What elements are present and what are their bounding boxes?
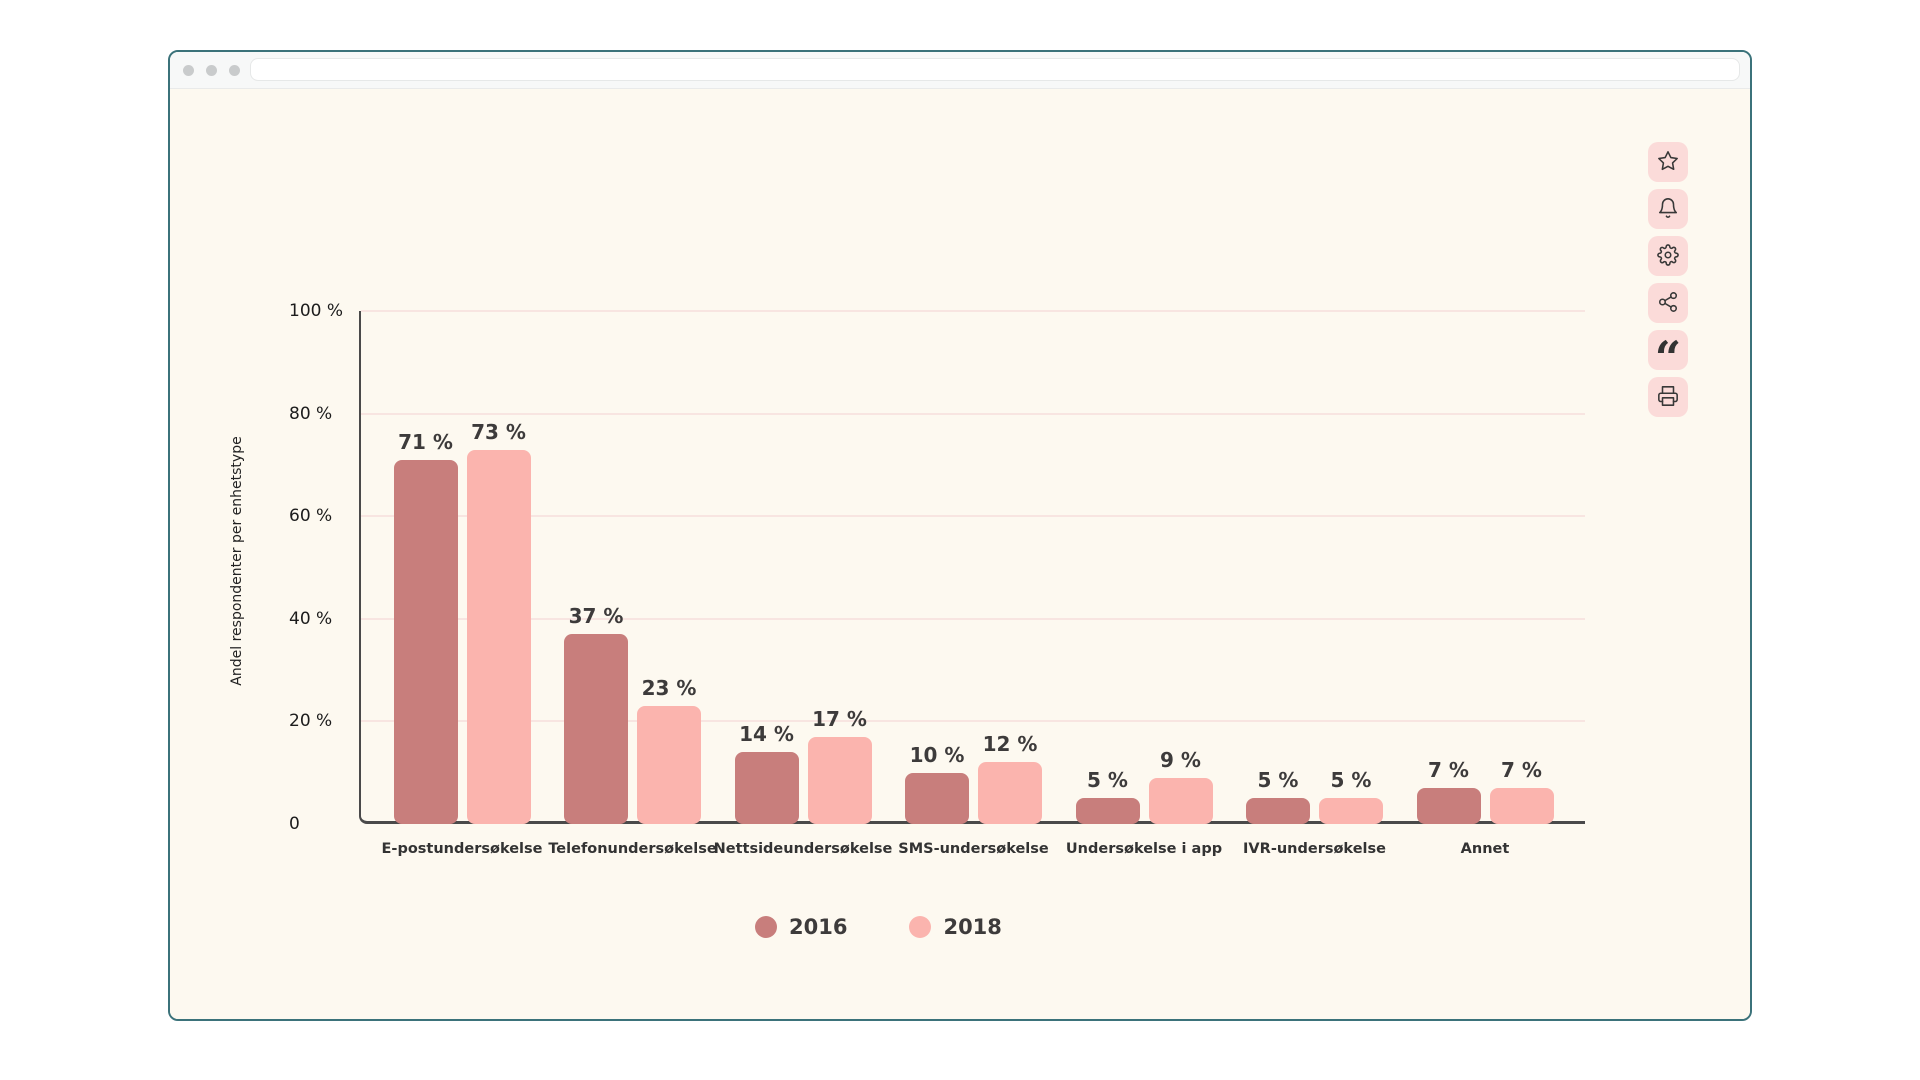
x-axis-category-label: Undersøkelse i app <box>1065 841 1223 857</box>
legend-item-2016[interactable]: 2016 <box>755 915 847 939</box>
share-icon <box>1657 291 1679 316</box>
bar-2016 <box>564 634 628 824</box>
bar-2018 <box>1148 777 1213 824</box>
y-axis-tick-label: 60 % <box>289 506 333 527</box>
window-control-dot[interactable] <box>183 65 194 76</box>
legend-label: 2018 <box>943 915 1002 939</box>
bar-2018 <box>978 762 1042 824</box>
chart-axis <box>359 311 1585 824</box>
bar-value-label: 9 % <box>1160 747 1201 772</box>
y-gridline <box>361 720 1585 723</box>
y-gridline <box>361 310 1585 312</box>
quote-button[interactable]: “ <box>1648 330 1688 381</box>
bar-2018 <box>1319 798 1383 824</box>
window-control-dot[interactable] <box>206 65 217 76</box>
bar-value-label: 12 % <box>982 732 1038 757</box>
legend-swatch-icon <box>909 916 932 938</box>
favorite-button[interactable] <box>1648 142 1688 182</box>
bar-value-label: 71 % <box>398 429 453 454</box>
bar-2016 <box>393 459 458 824</box>
bar-2016 <box>905 772 969 824</box>
y-gridline <box>361 412 1585 415</box>
chart-legend: 2016 2018 <box>755 915 1002 939</box>
share-button[interactable] <box>1648 283 1688 323</box>
bar-value-label: 14 % <box>739 722 794 747</box>
x-axis-category-label: E-postundersøkelse <box>381 841 543 857</box>
action-toolbar: “ <box>1648 142 1688 417</box>
bar-value-label: 73 % <box>471 419 526 444</box>
x-axis-category-label: SMS-undersøkelse <box>898 841 1049 857</box>
y-axis-tick-label: 100 % <box>289 301 344 321</box>
bar-2016 <box>1416 788 1481 824</box>
bell-icon <box>1657 197 1679 222</box>
y-gridline <box>361 617 1585 620</box>
bar-value-label: 10 % <box>909 742 965 767</box>
window-titlebar <box>170 52 1750 89</box>
gear-icon <box>1657 243 1679 269</box>
window-content: Andel respondenter per enhetstype 100 % 8… <box>170 89 1750 1019</box>
bar-value-label: 5 % <box>1087 768 1128 793</box>
y-axis-title: Andel respondenter per enhetstype <box>229 436 245 686</box>
bar-2018 <box>1489 788 1554 824</box>
x-axis-category-label: Annet <box>1460 841 1510 857</box>
notifications-button[interactable] <box>1648 189 1688 229</box>
browser-window: Andel respondenter per enhetstype 100 % 8… <box>168 50 1752 1021</box>
bar-value-label: 17 % <box>812 706 867 731</box>
bar-value-label: 23 % <box>641 676 697 700</box>
x-axis-category-label: Telefonundersøkelse <box>548 841 717 857</box>
y-gridline <box>361 515 1585 518</box>
bar-value-label: 7 % <box>1501 758 1542 783</box>
y-axis-tick-label: 20 % <box>289 711 333 732</box>
bar-2018 <box>637 706 701 824</box>
bar-value-label: 5 % <box>1330 768 1372 793</box>
star-icon <box>1657 150 1679 175</box>
y-axis-tick-label: 40 % <box>289 608 333 629</box>
y-axis-tick-label: 80 % <box>289 403 333 424</box>
bar-chart: Andel respondenter per enhetstype 100 % 8… <box>170 89 1750 1019</box>
x-axis-category-label: IVR-undersøkelse <box>1243 841 1386 857</box>
bar-2016 <box>1246 798 1310 824</box>
bar-value-label: 37 % <box>568 604 624 629</box>
bar-value-label: 7 % <box>1428 758 1469 783</box>
printer-icon <box>1657 385 1679 410</box>
bar-2018 <box>466 449 531 824</box>
quote-icon: “ <box>1654 331 1682 385</box>
settings-button[interactable] <box>1648 236 1688 276</box>
bar-value-label: 5 % <box>1257 768 1299 793</box>
legend-label: 2016 <box>789 915 848 939</box>
window-control-dot[interactable] <box>229 65 240 76</box>
bar-2016 <box>1075 798 1140 824</box>
bar-2016 <box>734 752 799 824</box>
address-bar[interactable] <box>250 58 1740 81</box>
legend-item-2018[interactable]: 2018 <box>909 915 1002 939</box>
x-axis-category-label: Nettsideundersøkelse <box>713 841 893 857</box>
bar-2018 <box>807 736 872 824</box>
y-axis-tick-label: 0 <box>289 814 300 834</box>
print-button[interactable] <box>1648 377 1688 417</box>
legend-swatch-icon <box>755 916 777 938</box>
